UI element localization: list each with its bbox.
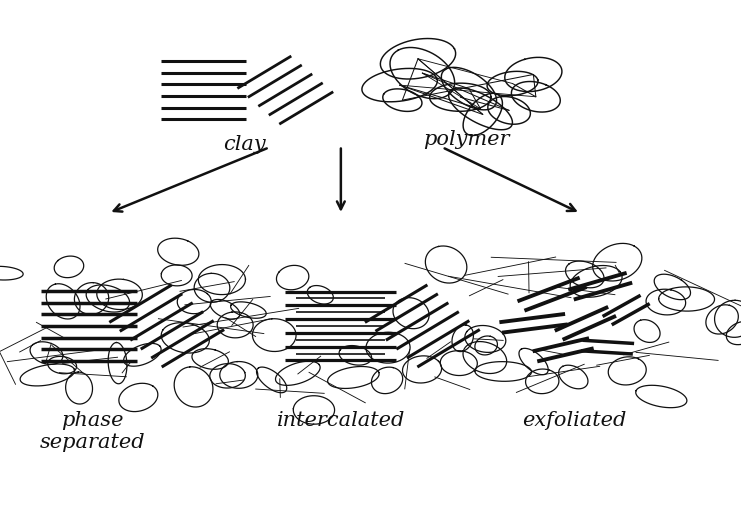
Text: phase
separated: phase separated — [40, 411, 145, 452]
Text: exfoliated: exfoliated — [522, 411, 626, 430]
Text: clay: clay — [223, 135, 266, 154]
Text: intercalated: intercalated — [276, 411, 405, 430]
Text: polymer: polymer — [424, 130, 510, 149]
